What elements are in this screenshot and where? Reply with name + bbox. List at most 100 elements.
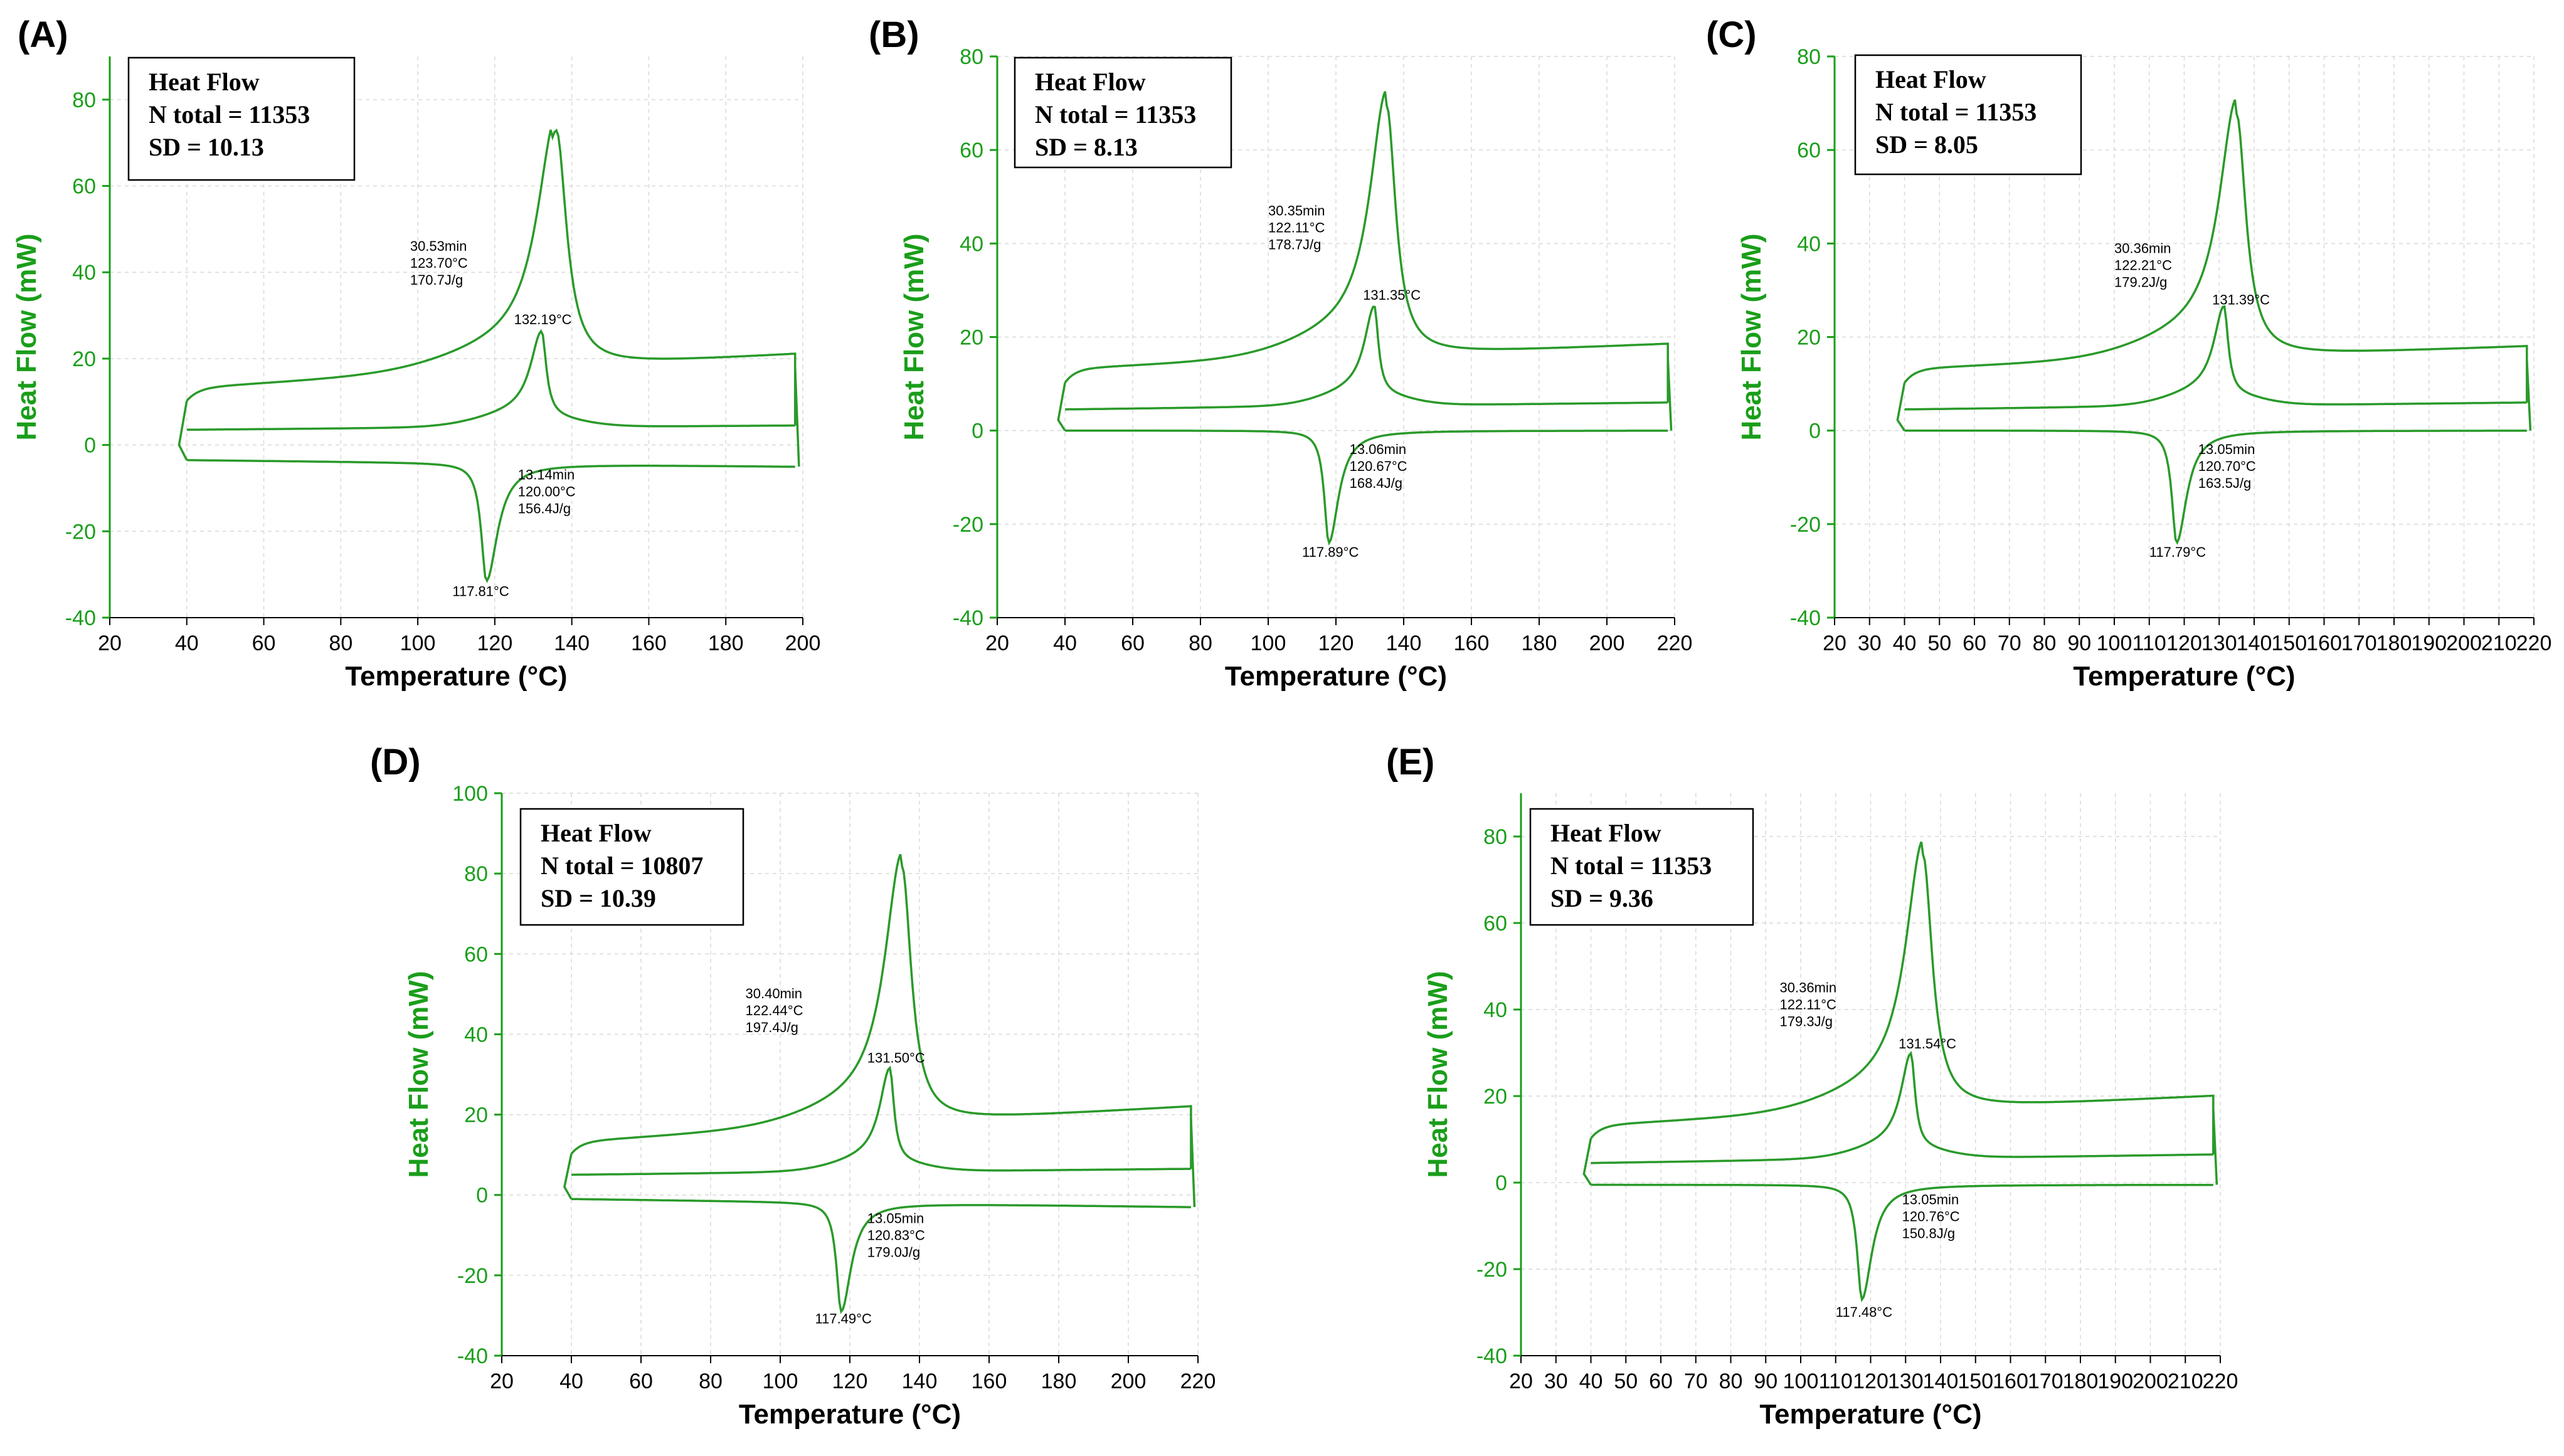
loop-end-connector <box>2212 1109 2218 1185</box>
x-tick-label: 200 <box>2446 631 2482 655</box>
x-tick-label: 130 <box>1888 1369 1924 1393</box>
x-tick-label: 20 <box>985 631 1009 655</box>
x-tick-label: 40 <box>1579 1369 1603 1393</box>
y-tick-label: 20 <box>72 347 96 371</box>
x-tick-label: 120 <box>1853 1369 1889 1393</box>
x-tick-label: 70 <box>1684 1369 1708 1393</box>
x-tick-label: 100 <box>1251 631 1286 655</box>
y-tick-label: 0 <box>972 419 983 443</box>
x-tick-label: 50 <box>1927 631 1951 655</box>
x-tick-label: 100 <box>2097 631 2132 655</box>
peak-annotation-1: 122.21°C <box>2114 257 2172 273</box>
peak-annotation-1: 178.7J/g <box>1268 237 1321 253</box>
y-tick-label: -40 <box>1790 606 1821 630</box>
y-tick-label: -40 <box>953 606 983 630</box>
x-tick-label: 220 <box>2516 631 2552 655</box>
peak-annotation-3: 179.0J/g <box>867 1245 920 1260</box>
legend-title: Heat Flow <box>1875 65 1986 93</box>
x-tick-label: 180 <box>2063 1369 2099 1393</box>
x-tick-label: 90 <box>2067 631 2091 655</box>
legend-title: Heat Flow <box>1035 68 1146 96</box>
peak-annotation-1: 179.2J/g <box>2114 274 2167 290</box>
chart-panel-2: 20 40 60 80 100 120 140 160 180 200 220 -40 -20 0 20 40… <box>869 14 1692 692</box>
legend-box <box>1529 808 1754 926</box>
y-axis-label: Heat Flow (mW) <box>899 234 930 441</box>
panel-label: (B) <box>869 14 919 55</box>
y-tick-label: 40 <box>464 1023 488 1047</box>
peak-annotation-1: 197.4J/g <box>746 1020 798 1035</box>
y-tick-label: -40 <box>65 606 96 630</box>
loop-end-connector <box>793 367 800 467</box>
x-tick-label: 220 <box>1657 631 1693 655</box>
x-tick-label: 60 <box>1649 1369 1673 1393</box>
x-tick-label: 200 <box>1589 631 1625 655</box>
chart-panel-5: 20 30 40 50 60 70 80 90 100 110 120 130 140 150 160 170… <box>1386 742 2238 1430</box>
x-tick-label: 20 <box>98 631 122 655</box>
x-tick-label: 100 <box>763 1369 798 1393</box>
second-heating-curve <box>571 1065 1191 1176</box>
legend-n-total: N total = 10807 <box>541 852 703 880</box>
y-tick-label: -20 <box>1790 513 1821 537</box>
first-heating-curve <box>186 128 797 426</box>
peak-annotation-4: 117.89°C <box>1302 544 1359 560</box>
y-tick-label: 40 <box>1483 998 1507 1022</box>
x-tick-label: 170 <box>2028 1369 2063 1393</box>
chart-panel-1: 20 40 60 80 100 120 140 160 180 200 -40 -20 0 20 40 60 8… <box>11 14 820 692</box>
y-tick-label: 80 <box>72 88 96 112</box>
first-heating-curve <box>1904 99 2528 403</box>
x-tick-label: 160 <box>972 1369 1007 1393</box>
x-tick-label: 220 <box>1180 1369 1216 1393</box>
y-tick-label: 100 <box>452 782 488 806</box>
peak-annotation-4: 117.48°C <box>1836 1304 1892 1320</box>
peak-annotation-2: 131.54°C <box>1899 1036 1956 1052</box>
x-tick-label: 180 <box>1522 631 1557 655</box>
peak-annotation-1: 122.44°C <box>746 1003 803 1018</box>
y-tick-label: 0 <box>1495 1171 1507 1195</box>
first-heating-curve <box>570 853 1192 1169</box>
legend-sd: SD = 8.13 <box>1035 133 1138 161</box>
legend-box <box>1014 56 1232 169</box>
y-tick-label: 40 <box>960 232 983 256</box>
y-tick-label: -20 <box>1476 1258 1507 1282</box>
loop-end-connector <box>1190 1118 1196 1208</box>
x-axis-label: Temperature (°C) <box>1759 1399 1981 1430</box>
peak-annotation-4: 117.79°C <box>2149 544 2206 560</box>
peak-annotation-3: 120.00°C <box>518 484 576 500</box>
y-tick-label: 60 <box>1797 139 1821 162</box>
peak-annotation-3: 120.83°C <box>867 1228 925 1243</box>
cooling-curve <box>571 1198 1191 1314</box>
x-tick-label: 70 <box>1998 631 2021 655</box>
peak-annotation-1: 170.7J/g <box>410 272 463 288</box>
legend-title: Heat Flow <box>1550 819 1661 847</box>
x-tick-label: 100 <box>1783 1369 1819 1393</box>
x-tick-label: 160 <box>631 631 667 655</box>
peak-annotation-2: 131.50°C <box>867 1050 925 1065</box>
x-tick-label: 80 <box>2033 631 2057 655</box>
x-tick-label: 40 <box>1893 631 1917 655</box>
x-tick-label: 40 <box>559 1369 583 1393</box>
peak-annotation-4: 117.81°C <box>452 584 509 599</box>
x-tick-label: 140 <box>1386 631 1422 655</box>
y-axis-label: Heat Flow (mW) <box>11 234 42 441</box>
y-tick-label: 0 <box>476 1184 488 1208</box>
panel-label: (D) <box>370 742 421 783</box>
panel-label: (E) <box>1386 742 1434 783</box>
cooling-curve <box>1904 429 2527 545</box>
legend-title: Heat Flow <box>149 68 260 96</box>
legend-box <box>127 56 356 181</box>
x-tick-label: 80 <box>1189 631 1212 655</box>
peak-annotation-3: 13.05min <box>867 1211 924 1227</box>
peak-annotation-1: 122.11°C <box>1268 220 1325 236</box>
x-axis-label: Temperature (°C) <box>1225 661 1447 692</box>
cooling-curve <box>1591 1183 2213 1302</box>
second-heating-curve <box>1065 305 1668 411</box>
x-tick-label: 150 <box>2271 631 2307 655</box>
x-tick-label: 60 <box>629 1369 653 1393</box>
chart-panel-4: 20 40 60 80 100 120 140 160 180 200 220 -40 -20 0 20 40… <box>370 742 1216 1430</box>
peak-annotation-1: 30.53min <box>410 238 467 254</box>
x-axis-label: Temperature (°C) <box>2073 661 2295 692</box>
second-heating-curve <box>1591 1050 2213 1164</box>
legend-n-total: N total = 11353 <box>1550 852 1712 880</box>
second-heating-curve <box>1904 305 2527 411</box>
